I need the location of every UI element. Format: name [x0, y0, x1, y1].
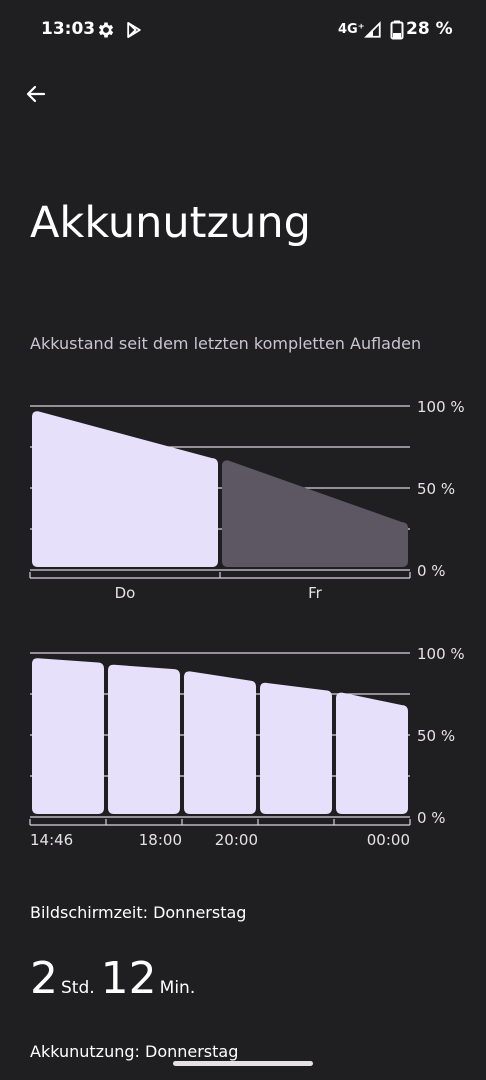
- gesture-navigation-bar[interactable]: [173, 1061, 313, 1066]
- screen-time-value: 2 Std. 12 Min.: [30, 953, 201, 1004]
- x-time-label: 00:00: [367, 831, 410, 849]
- screen-time-hours-unit: Std.: [61, 978, 95, 998]
- battery-hourly-chart-svg: 100 % 50 % 0 % 14:46 18:00 20:00 00:00: [29, 645, 465, 849]
- signal-icon: [364, 21, 384, 41]
- chart-caption: Akkustand seit dem letzten kompletten Au…: [30, 334, 422, 353]
- battery-hour-segment: [108, 664, 180, 814]
- y-tick-label: 50 %: [417, 480, 455, 498]
- battery-hourly-chart[interactable]: 100 % 50 % 0 % 14:46 18:00 20:00 00:00: [0, 637, 486, 857]
- play-store-icon: [124, 20, 144, 40]
- battery-area-inactive: [222, 460, 408, 567]
- y-tick-label: 100 %: [417, 398, 465, 416]
- back-button[interactable]: [18, 76, 54, 112]
- x-time-label: 18:00: [139, 831, 182, 849]
- status-bar: 13:03 4G⁺ 28 %: [0, 0, 486, 60]
- battery-percent: 28 %: [406, 19, 453, 39]
- network-type: 4G⁺: [338, 22, 365, 37]
- x-category-label: Fr: [308, 584, 323, 602]
- screen-time-minutes: 12: [100, 953, 157, 1004]
- x-category-label: Do: [115, 584, 136, 602]
- battery-hour-segment: [336, 692, 408, 814]
- status-time: 13:03: [41, 19, 96, 39]
- battery-usage-label: Akkunutzung: Donnerstag: [30, 1042, 239, 1061]
- battery-level-chart[interactable]: 100 % 50 % 0 % Do Fr: [0, 390, 486, 610]
- battery-area-active: [32, 411, 218, 567]
- screen-time-hours: 2: [30, 953, 58, 1004]
- y-tick-label: 100 %: [417, 645, 465, 663]
- battery-level-chart-svg: 100 % 50 % 0 % Do Fr: [29, 398, 465, 602]
- page-title: Akkunutzung: [30, 198, 311, 248]
- x-time-label: 14:46: [30, 831, 73, 849]
- battery-hour-segment: [260, 682, 332, 814]
- screen-time-minutes-unit: Min.: [159, 978, 196, 998]
- y-tick-label: 0 %: [417, 562, 446, 580]
- y-tick-label: 0 %: [417, 809, 446, 827]
- screen-time-label: Bildschirmzeit: Donnerstag: [30, 903, 247, 922]
- x-time-label: 20:00: [215, 831, 258, 849]
- battery-hour-segment: [32, 658, 104, 814]
- battery-icon: [390, 20, 410, 40]
- battery-hour-segment: [184, 671, 256, 814]
- arrow-left-icon: [26, 85, 46, 103]
- gear-icon: [96, 20, 116, 40]
- y-tick-label: 50 %: [417, 727, 455, 745]
